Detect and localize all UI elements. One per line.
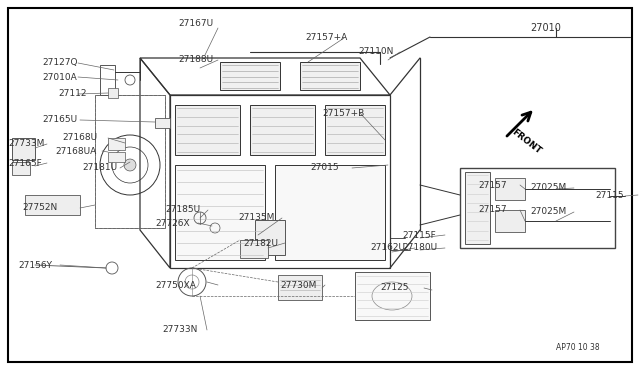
Text: 27115: 27115: [595, 190, 623, 199]
Text: FRONT: FRONT: [510, 128, 543, 156]
Text: 27127Q: 27127Q: [42, 58, 77, 67]
Polygon shape: [175, 105, 240, 155]
Polygon shape: [240, 240, 268, 258]
Text: 27156Y: 27156Y: [18, 260, 52, 269]
Text: 27157: 27157: [478, 205, 507, 215]
Text: 27165U: 27165U: [42, 115, 77, 125]
Text: 27125: 27125: [380, 283, 408, 292]
Polygon shape: [12, 162, 30, 175]
Text: 27025M: 27025M: [530, 183, 566, 192]
Text: 27182U: 27182U: [243, 238, 278, 247]
Polygon shape: [275, 165, 385, 260]
Bar: [460, 168, 615, 248]
Text: AP70 10 38: AP70 10 38: [556, 343, 600, 352]
Text: 27165F: 27165F: [8, 158, 42, 167]
Polygon shape: [108, 88, 118, 98]
Text: 27135M: 27135M: [238, 214, 275, 222]
Text: 27157+B: 27157+B: [322, 109, 364, 118]
Text: 27015: 27015: [310, 164, 339, 173]
Text: 27180U: 27180U: [402, 244, 437, 253]
Polygon shape: [325, 105, 385, 155]
Polygon shape: [108, 138, 125, 150]
Polygon shape: [220, 62, 280, 90]
Polygon shape: [155, 118, 170, 128]
Polygon shape: [250, 105, 315, 155]
Polygon shape: [495, 178, 525, 200]
Text: 27188U: 27188U: [178, 55, 213, 64]
Polygon shape: [25, 195, 80, 215]
Text: 27162U: 27162U: [370, 244, 405, 253]
Text: 27168U: 27168U: [62, 134, 97, 142]
Text: 27181U: 27181U: [82, 164, 117, 173]
Text: 27112: 27112: [58, 90, 86, 99]
Text: 27185U: 27185U: [165, 205, 200, 215]
Polygon shape: [278, 275, 322, 300]
Polygon shape: [12, 138, 35, 160]
Text: 27010A: 27010A: [42, 73, 77, 81]
Text: 27010: 27010: [530, 23, 561, 33]
Polygon shape: [255, 220, 285, 255]
Text: 27733M: 27733M: [8, 140, 44, 148]
Circle shape: [124, 159, 136, 171]
Text: 27025M: 27025M: [530, 208, 566, 217]
Text: 27110N: 27110N: [358, 48, 394, 57]
Polygon shape: [300, 62, 360, 90]
Polygon shape: [175, 165, 265, 260]
Polygon shape: [495, 210, 525, 232]
Polygon shape: [355, 272, 430, 320]
Text: 27157+A: 27157+A: [305, 33, 348, 42]
Text: 27733N: 27733N: [162, 326, 197, 334]
Polygon shape: [108, 152, 125, 162]
Text: 27726X: 27726X: [155, 218, 189, 228]
Text: 27750XA: 27750XA: [155, 280, 196, 289]
Text: 27730M: 27730M: [280, 280, 316, 289]
Text: 27167U: 27167U: [178, 19, 213, 28]
Polygon shape: [465, 172, 490, 244]
Text: 27168UA: 27168UA: [55, 147, 96, 155]
Text: 27752N: 27752N: [22, 203, 57, 212]
Text: 27157: 27157: [478, 180, 507, 189]
Text: 27115F: 27115F: [402, 231, 436, 240]
